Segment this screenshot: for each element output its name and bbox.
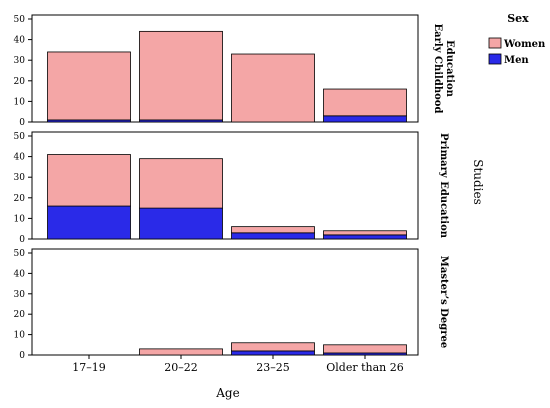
panel-frame xyxy=(31,131,419,240)
bar-women xyxy=(139,158,223,209)
bar-women xyxy=(139,30,223,121)
bar-women xyxy=(139,348,223,356)
bar-women xyxy=(47,51,131,121)
y-tick-label: 10 xyxy=(14,214,26,224)
y-tick-label: 40 xyxy=(14,153,26,163)
facet-label: Early Childhood xyxy=(432,24,443,114)
bar-women xyxy=(231,53,315,123)
bar-men xyxy=(323,234,407,240)
x-tick-label: Older than 26 xyxy=(326,361,403,374)
bar-men xyxy=(47,205,131,240)
bar-men xyxy=(231,232,315,240)
legend-label-men: Men xyxy=(504,55,529,66)
x-tick-label: 20–22 xyxy=(164,361,198,374)
y-tick-label: 40 xyxy=(14,36,26,46)
facet-label: Primary Education xyxy=(438,133,449,239)
bar-women xyxy=(323,230,407,236)
y-tick-label: 10 xyxy=(14,331,26,341)
bar-women xyxy=(47,154,131,207)
x-axis-title: Age xyxy=(215,386,239,400)
panel-frame xyxy=(31,14,419,123)
y-tick-label: 50 xyxy=(14,249,26,259)
y-tick-label: 50 xyxy=(14,132,26,142)
facet-title: Studies xyxy=(471,159,485,205)
y-tick-label: 40 xyxy=(14,269,26,279)
legend-label-women: Women xyxy=(503,39,546,50)
y-tick-label: 0 xyxy=(19,118,25,128)
y-tick-label: 20 xyxy=(14,310,26,320)
bar-women xyxy=(231,342,315,352)
bar-men xyxy=(323,115,407,123)
bar-women xyxy=(231,226,315,234)
y-tick-label: 10 xyxy=(14,97,26,107)
legend-title: Sex xyxy=(507,12,529,25)
facet-label: Education xyxy=(444,40,455,98)
y-tick-label: 30 xyxy=(14,173,26,183)
legend-swatch-men xyxy=(488,53,502,65)
bar-women xyxy=(323,344,407,354)
y-tick-label: 0 xyxy=(19,235,25,245)
y-tick-label: 30 xyxy=(14,56,26,66)
legend-swatch-women xyxy=(488,37,502,49)
facet-label: Master’s Degree xyxy=(438,256,449,348)
y-tick-label: 30 xyxy=(14,290,26,300)
bar-women xyxy=(323,88,407,117)
y-tick-label: 20 xyxy=(14,194,26,204)
y-tick-label: 0 xyxy=(19,351,25,361)
bar-men xyxy=(231,350,315,356)
bar-men xyxy=(139,207,223,240)
panel-frame xyxy=(31,248,419,356)
x-tick-label: 23–25 xyxy=(256,361,290,374)
y-tick-label: 20 xyxy=(14,77,26,87)
y-tick-label: 50 xyxy=(14,15,26,25)
x-tick-label: 17–19 xyxy=(72,361,106,374)
